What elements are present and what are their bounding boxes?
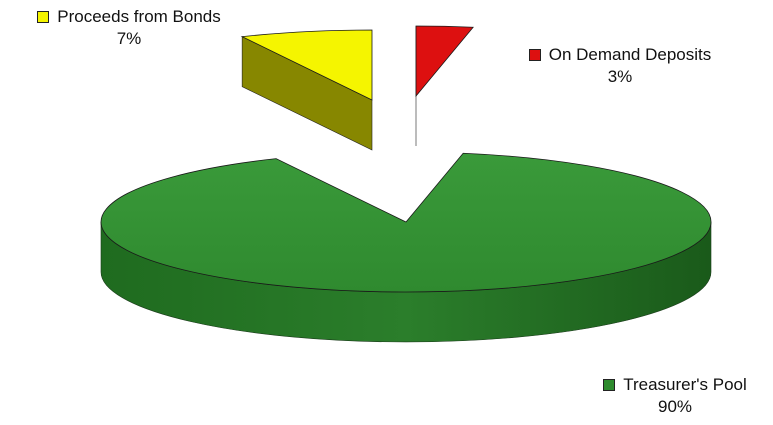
slice-on-demand-deposits <box>415 25 474 98</box>
label-text-on-demand: On Demand Deposits <box>548 45 712 64</box>
legend-swatch-proceeds <box>37 11 50 23</box>
legend-swatch-on-demand <box>528 49 541 61</box>
label-treasurers-pool: Treasurer's Pool 90% <box>585 374 765 418</box>
label-text-treasurers-pool: Treasurer's Pool <box>623 375 747 394</box>
slice-treasurer-s-pool <box>100 152 712 293</box>
label-pct-treasurers-pool: 90% <box>657 397 693 416</box>
label-text-proceeds: Proceeds from Bonds <box>57 7 221 26</box>
label-proceeds-from-bonds: Proceeds from Bonds 7% <box>14 6 244 50</box>
slice-proceeds-from-bonds <box>240 29 373 101</box>
label-pct-proceeds: 7% <box>116 29 142 48</box>
legend-swatch-treasurers-pool <box>603 379 616 391</box>
label-pct-on-demand: 3% <box>607 67 633 86</box>
label-on-demand-deposits: On Demand Deposits 3% <box>500 44 740 88</box>
